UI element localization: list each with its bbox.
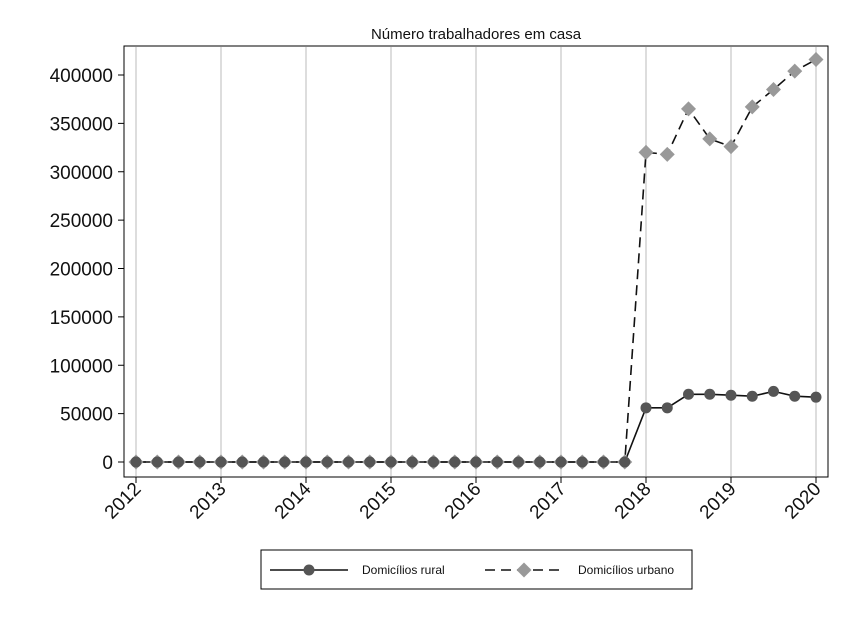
data-point-rural xyxy=(428,456,439,468)
y-tick-label: 50000 xyxy=(60,405,113,426)
y-tick-label: 200000 xyxy=(50,260,113,281)
legend: Domicílios rural Domicílios urbano xyxy=(270,562,674,578)
legend-marker-rural xyxy=(303,564,315,576)
data-point-rural xyxy=(385,456,397,468)
legend-label-1: Domicílios urbano xyxy=(578,563,674,577)
data-point-rural xyxy=(364,456,376,468)
data-point-rural xyxy=(406,456,418,468)
data-point-rural xyxy=(173,456,184,468)
data-point-rural xyxy=(768,385,779,397)
data-point-rural xyxy=(130,456,142,468)
data-point-urbano xyxy=(808,52,824,68)
legend-marker-urbano xyxy=(516,562,532,578)
x-axis: 2012 2013 2014 2015 2016 2017 2018 2019 2020 xyxy=(101,477,826,523)
data-point-urbano xyxy=(702,131,718,147)
data-point-rural xyxy=(321,456,333,468)
data-point-rural xyxy=(598,456,609,468)
x-tick-label: 2019 xyxy=(696,479,741,524)
data-point-rural xyxy=(746,390,758,402)
y-tick-label: 350000 xyxy=(50,114,113,135)
data-point-rural xyxy=(810,391,822,403)
data-point-urbano xyxy=(638,144,654,160)
data-point-rural xyxy=(789,390,801,402)
data-point-rural xyxy=(491,456,503,468)
data-point-urbano xyxy=(744,99,760,115)
data-point-urbano xyxy=(766,82,781,98)
data-point-urbano xyxy=(723,139,739,155)
data-point-rural xyxy=(725,389,737,401)
series-markers xyxy=(128,52,824,470)
data-point-rural xyxy=(534,456,546,468)
x-tick-label: 2012 xyxy=(101,479,146,524)
x-tick-label: 2014 xyxy=(271,478,316,523)
data-point-rural xyxy=(513,456,524,468)
gridlines xyxy=(135,47,817,476)
data-point-rural xyxy=(449,456,461,468)
y-axis: 0 50000 100000 150000 200000 250000 300000 3500… xyxy=(50,66,124,474)
data-point-urbano xyxy=(681,101,696,117)
data-point-urbano xyxy=(787,63,803,79)
data-point-rural xyxy=(279,456,291,468)
data-point-rural xyxy=(576,456,588,468)
y-tick-label: 250000 xyxy=(50,211,113,232)
data-point-rural xyxy=(215,456,227,468)
data-point-rural xyxy=(470,456,482,468)
data-point-urbano xyxy=(659,146,675,162)
data-point-rural xyxy=(236,456,248,468)
data-point-rural xyxy=(258,456,269,468)
data-point-rural xyxy=(555,456,567,468)
chart-title: Número trabalhadores em casa xyxy=(371,26,582,43)
x-tick-label: 2013 xyxy=(186,479,231,524)
y-tick-label: 150000 xyxy=(50,308,113,329)
data-point-rural xyxy=(619,456,631,468)
legend-label-0: Domicílios rural xyxy=(362,563,445,577)
x-tick-label: 2017 xyxy=(526,479,571,524)
legend-box xyxy=(260,549,693,590)
data-point-rural xyxy=(704,388,716,400)
x-tick-label: 2020 xyxy=(781,479,826,524)
x-tick-label: 2018 xyxy=(611,479,656,524)
data-point-rural xyxy=(640,402,652,414)
y-tick-label: 300000 xyxy=(50,163,113,184)
y-tick-label: 0 xyxy=(102,453,113,474)
y-tick-label: 100000 xyxy=(50,356,113,377)
data-point-rural xyxy=(661,402,673,414)
data-point-rural xyxy=(683,388,694,400)
data-point-rural xyxy=(300,456,312,468)
data-point-rural xyxy=(151,456,163,468)
y-tick-label: 400000 xyxy=(50,66,113,87)
data-point-rural xyxy=(194,456,206,468)
data-point-rural xyxy=(343,456,354,468)
x-tick-label: 2015 xyxy=(356,479,401,524)
x-tick-label: 2016 xyxy=(441,479,486,524)
